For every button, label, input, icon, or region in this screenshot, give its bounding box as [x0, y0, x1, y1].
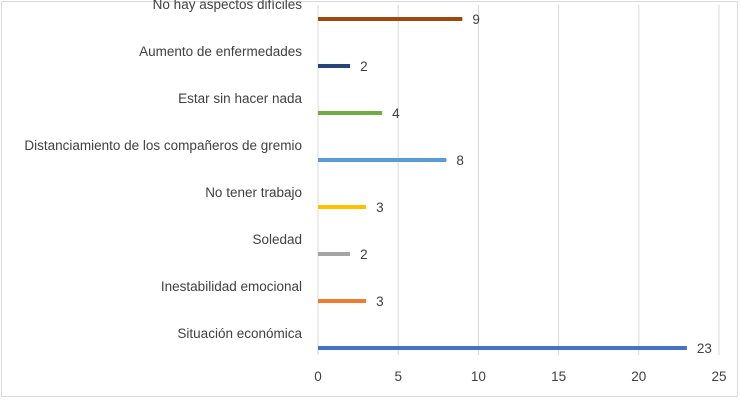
x-tick-label: 5 [394, 369, 402, 384]
x-tick-label: 15 [551, 369, 566, 384]
x-tick-label: 25 [711, 369, 726, 384]
bar [318, 158, 447, 162]
gridlines [317, 5, 720, 355]
x-tick-label: 10 [471, 369, 486, 384]
bar [318, 346, 687, 350]
data-label: 2 [360, 247, 368, 262]
bars [318, 17, 687, 350]
data-label: 9 [472, 12, 480, 27]
category-label: Distanciamiento de los compañeros de gre… [24, 138, 302, 153]
data-label: 23 [697, 341, 712, 356]
category-label: No hay aspectos difíciles [153, 0, 303, 12]
tick-labels: 0 5 10 15 20 25 [314, 369, 726, 384]
category-label: Soledad [252, 232, 302, 247]
category-labels: No hay aspectos difíciles Aumento de enfe… [24, 0, 302, 341]
category-label: No tener trabajo [205, 185, 302, 200]
bar [318, 17, 463, 21]
data-label: 4 [392, 106, 400, 121]
x-tick-label: 20 [631, 369, 646, 384]
data-label: 2 [360, 59, 368, 74]
category-label: Estar sin hacer nada [178, 91, 302, 106]
bar [318, 252, 351, 256]
bar [318, 64, 351, 68]
data-label: 8 [456, 153, 464, 168]
bar [318, 205, 367, 209]
x-tick-label: 0 [314, 369, 322, 384]
data-label: 3 [376, 200, 384, 215]
category-label: Inestabilidad emocional [161, 279, 302, 294]
category-label: Aumento de enfermedades [139, 44, 302, 59]
data-label: 3 [376, 294, 384, 309]
bar [318, 111, 383, 115]
bar [318, 299, 367, 303]
category-label: Situación económica [177, 326, 302, 341]
